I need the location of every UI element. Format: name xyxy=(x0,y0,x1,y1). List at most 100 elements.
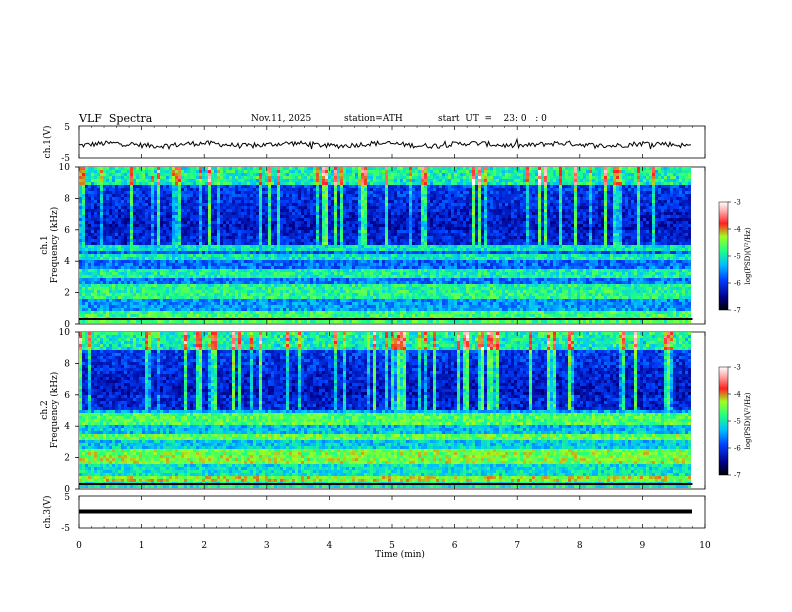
spectrogram-cell xyxy=(301,236,304,239)
spectrogram-cell xyxy=(235,194,238,197)
spectrogram-cell xyxy=(451,191,454,194)
spectrogram-cell xyxy=(544,173,547,176)
spectrogram-cell xyxy=(163,218,166,221)
spectrogram-cell xyxy=(304,206,307,209)
spectrogram-cell xyxy=(595,230,598,233)
spectrogram-cell xyxy=(358,203,361,206)
spectrogram-cell xyxy=(208,218,211,221)
spectrogram-cell xyxy=(379,173,382,176)
spectrogram-cell xyxy=(484,179,487,182)
spectrogram-cell xyxy=(283,215,286,218)
spectrogram-cell xyxy=(304,185,307,188)
spectrogram-cell xyxy=(400,197,403,200)
spectrogram-cell xyxy=(640,215,643,218)
spectrogram-cell xyxy=(388,200,391,203)
spectrogram-cell xyxy=(112,224,115,227)
spectrogram-cell xyxy=(277,167,280,170)
spectrogram-cell xyxy=(670,224,673,227)
spectrogram-cell xyxy=(289,212,292,215)
spectrogram-cell xyxy=(652,185,655,188)
spectrogram-cell xyxy=(418,188,421,191)
spectrogram-cell xyxy=(682,209,685,212)
spectrogram-cell xyxy=(658,203,661,206)
spectrogram-cell xyxy=(151,221,154,224)
spectrogram-cell xyxy=(685,176,688,179)
spectrogram-cell xyxy=(97,203,100,206)
spectrogram-cell xyxy=(286,224,289,227)
spectrogram-cell xyxy=(133,233,136,236)
spectrogram-cell xyxy=(574,173,577,176)
spectrogram-cell xyxy=(529,221,532,224)
spectrogram-cell xyxy=(112,203,115,206)
spectrogram-cell xyxy=(295,230,298,233)
spectrogram-cell xyxy=(622,206,625,209)
spectrogram-cell xyxy=(418,224,421,227)
spectrogram-cell xyxy=(181,167,184,170)
spectrogram-cell xyxy=(505,233,508,236)
spectrogram-cell xyxy=(199,236,202,239)
spectrogram-cell xyxy=(676,188,679,191)
spectrogram-cell xyxy=(175,227,178,230)
spectrogram-cell xyxy=(565,230,568,233)
spectrogram-cell xyxy=(568,188,571,191)
spectrogram-cell xyxy=(601,176,604,179)
spectrogram-cell xyxy=(214,212,217,215)
spectrogram-cell xyxy=(88,233,91,236)
spectrogram-cell xyxy=(688,224,691,227)
spectrogram-cell xyxy=(160,200,163,203)
spectrogram-cell xyxy=(412,170,415,173)
spectrogram-cell xyxy=(400,221,403,224)
spectrogram-cell xyxy=(94,182,97,185)
spectrogram-cell xyxy=(586,224,589,227)
spectrogram-cell xyxy=(610,191,613,194)
spectrogram-cell xyxy=(664,200,667,203)
spectrogram-cell xyxy=(379,230,382,233)
spectrogram-cell xyxy=(157,170,160,173)
spectrogram-cell xyxy=(139,209,142,212)
spectrogram-cell xyxy=(406,227,409,230)
spectrogram-cell xyxy=(451,224,454,227)
spectrogram-cell xyxy=(550,209,553,212)
spectrogram-cell xyxy=(385,236,388,239)
spectrogram-cell xyxy=(658,197,661,200)
spectrogram-cell xyxy=(460,227,463,230)
spectrogram-cell xyxy=(379,203,382,206)
spectrogram-cell xyxy=(121,218,124,221)
spectrogram-cell xyxy=(460,188,463,191)
spectrogram-cell xyxy=(433,170,436,173)
spectrogram-cell xyxy=(157,200,160,203)
spectrogram-cell xyxy=(478,215,481,218)
spectrogram-cell xyxy=(586,182,589,185)
spectrogram-cell xyxy=(247,191,250,194)
spectrogram-cell xyxy=(424,200,427,203)
spectrogram-cell xyxy=(457,179,460,182)
spectrogram-cell xyxy=(172,194,175,197)
spectrogram-cell xyxy=(562,170,565,173)
spectrogram-cell xyxy=(91,212,94,215)
spectrogram-cell xyxy=(340,179,343,182)
spectrogram-cell xyxy=(574,185,577,188)
spectrogram-cell xyxy=(646,203,649,206)
spectrogram-cell xyxy=(283,170,286,173)
spectrogram-cell xyxy=(304,227,307,230)
spectrogram-cell xyxy=(106,224,109,227)
spectrogram-cell xyxy=(253,176,256,179)
spectrogram-cell xyxy=(142,197,145,200)
spectrogram-cell xyxy=(589,227,592,230)
spectrogram-cell xyxy=(331,173,334,176)
spectrogram-cell xyxy=(484,212,487,215)
spectrogram-cell xyxy=(361,236,364,239)
spectrogram-cell xyxy=(304,236,307,239)
spectrogram-cell xyxy=(475,188,478,191)
spectrogram-cell xyxy=(325,182,328,185)
spectrogram-cell xyxy=(676,173,679,176)
spectrogram-cell xyxy=(274,173,277,176)
spectrogram-cell xyxy=(262,224,265,227)
spectrogram-cell xyxy=(307,233,310,236)
spectrogram-cell xyxy=(688,203,691,206)
spectrogram-cell xyxy=(391,179,394,182)
spectrogram-cell xyxy=(280,167,283,170)
spectrogram-cell xyxy=(568,173,571,176)
spectrogram-cell xyxy=(184,167,187,170)
spectrogram-cell xyxy=(97,185,100,188)
